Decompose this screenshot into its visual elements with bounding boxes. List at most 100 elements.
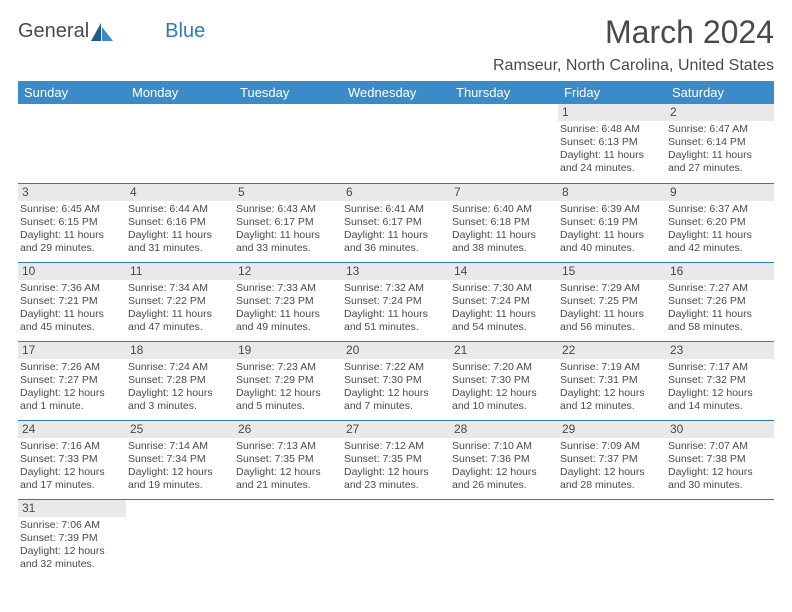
- sunset-text: Sunset: 7:34 PM: [128, 453, 230, 466]
- sunset-text: Sunset: 7:39 PM: [20, 532, 122, 545]
- day-number: 30: [666, 421, 774, 438]
- sunrise-text: Sunrise: 7:32 AM: [344, 282, 446, 295]
- day-cell: 5Sunrise: 6:43 AMSunset: 6:17 PMDaylight…: [234, 183, 342, 262]
- daylight-text: Daylight: 11 hours and 45 minutes.: [20, 308, 122, 334]
- day-number: 2: [666, 104, 774, 121]
- empty-cell: [666, 499, 774, 578]
- daylight-text: Daylight: 11 hours and 58 minutes.: [668, 308, 770, 334]
- day-number: 3: [18, 184, 126, 201]
- day-details: Sunrise: 7:12 AMSunset: 7:35 PMDaylight:…: [342, 438, 450, 496]
- day-header: Tuesday: [234, 81, 342, 104]
- sunrise-text: Sunrise: 7:30 AM: [452, 282, 554, 295]
- day-details: Sunrise: 7:34 AMSunset: 7:22 PMDaylight:…: [126, 280, 234, 338]
- day-details: Sunrise: 7:16 AMSunset: 7:33 PMDaylight:…: [18, 438, 126, 496]
- sunrise-text: Sunrise: 7:09 AM: [560, 440, 662, 453]
- sunset-text: Sunset: 7:30 PM: [452, 374, 554, 387]
- title-block: March 2024 Ramseur, North Carolina, Unit…: [493, 14, 774, 75]
- day-details: Sunrise: 7:27 AMSunset: 7:26 PMDaylight:…: [666, 280, 774, 338]
- day-cell: 23Sunrise: 7:17 AMSunset: 7:32 PMDayligh…: [666, 341, 774, 420]
- day-header: Thursday: [450, 81, 558, 104]
- daylight-text: Daylight: 12 hours and 12 minutes.: [560, 387, 662, 413]
- day-details: Sunrise: 6:47 AMSunset: 6:14 PMDaylight:…: [666, 121, 774, 179]
- sunset-text: Sunset: 7:27 PM: [20, 374, 122, 387]
- sunset-text: Sunset: 7:30 PM: [344, 374, 446, 387]
- sunrise-text: Sunrise: 7:17 AM: [668, 361, 770, 374]
- empty-cell: [234, 499, 342, 578]
- sunrise-text: Sunrise: 7:27 AM: [668, 282, 770, 295]
- week-row: 24Sunrise: 7:16 AMSunset: 7:33 PMDayligh…: [18, 420, 774, 499]
- daylight-text: Daylight: 12 hours and 23 minutes.: [344, 466, 446, 492]
- day-cell: 24Sunrise: 7:16 AMSunset: 7:33 PMDayligh…: [18, 420, 126, 499]
- sunrise-text: Sunrise: 6:39 AM: [560, 203, 662, 216]
- day-details: Sunrise: 7:17 AMSunset: 7:32 PMDaylight:…: [666, 359, 774, 417]
- daylight-text: Daylight: 11 hours and 40 minutes.: [560, 229, 662, 255]
- day-cell: 29Sunrise: 7:09 AMSunset: 7:37 PMDayligh…: [558, 420, 666, 499]
- day-number: 15: [558, 263, 666, 280]
- daylight-text: Daylight: 11 hours and 49 minutes.: [236, 308, 338, 334]
- week-row: 10Sunrise: 7:36 AMSunset: 7:21 PMDayligh…: [18, 262, 774, 341]
- sunset-text: Sunset: 6:14 PM: [668, 136, 770, 149]
- sunrise-text: Sunrise: 7:20 AM: [452, 361, 554, 374]
- sunset-text: Sunset: 7:36 PM: [452, 453, 554, 466]
- day-number: 7: [450, 184, 558, 201]
- daylight-text: Daylight: 11 hours and 31 minutes.: [128, 229, 230, 255]
- sunrise-text: Sunrise: 7:24 AM: [128, 361, 230, 374]
- logo-text-2: Blue: [165, 20, 205, 43]
- week-row: 17Sunrise: 7:26 AMSunset: 7:27 PMDayligh…: [18, 341, 774, 420]
- day-details: Sunrise: 7:20 AMSunset: 7:30 PMDaylight:…: [450, 359, 558, 417]
- day-number: 22: [558, 342, 666, 359]
- sunrise-text: Sunrise: 6:47 AM: [668, 123, 770, 136]
- sail-icon: [91, 23, 113, 41]
- daylight-text: Daylight: 11 hours and 56 minutes.: [560, 308, 662, 334]
- daylight-text: Daylight: 11 hours and 47 minutes.: [128, 308, 230, 334]
- sunrise-text: Sunrise: 7:22 AM: [344, 361, 446, 374]
- day-cell: 19Sunrise: 7:23 AMSunset: 7:29 PMDayligh…: [234, 341, 342, 420]
- day-details: Sunrise: 7:19 AMSunset: 7:31 PMDaylight:…: [558, 359, 666, 417]
- day-details: Sunrise: 7:30 AMSunset: 7:24 PMDaylight:…: [450, 280, 558, 338]
- empty-cell: [234, 104, 342, 183]
- week-row: 31Sunrise: 7:06 AMSunset: 7:39 PMDayligh…: [18, 499, 774, 578]
- logo-text-1: General: [18, 20, 89, 43]
- sunset-text: Sunset: 7:26 PM: [668, 295, 770, 308]
- sunset-text: Sunset: 7:29 PM: [236, 374, 338, 387]
- sunset-text: Sunset: 6:20 PM: [668, 216, 770, 229]
- day-number: 28: [450, 421, 558, 438]
- month-title: March 2024: [493, 14, 774, 51]
- sunrise-text: Sunrise: 6:45 AM: [20, 203, 122, 216]
- day-number: 29: [558, 421, 666, 438]
- sunrise-text: Sunrise: 7:07 AM: [668, 440, 770, 453]
- day-details: Sunrise: 7:29 AMSunset: 7:25 PMDaylight:…: [558, 280, 666, 338]
- day-number: 10: [18, 263, 126, 280]
- sunset-text: Sunset: 7:28 PM: [128, 374, 230, 387]
- daylight-text: Daylight: 12 hours and 26 minutes.: [452, 466, 554, 492]
- daylight-text: Daylight: 11 hours and 51 minutes.: [344, 308, 446, 334]
- sunset-text: Sunset: 7:33 PM: [20, 453, 122, 466]
- sunset-text: Sunset: 7:38 PM: [668, 453, 770, 466]
- daylight-text: Daylight: 12 hours and 19 minutes.: [128, 466, 230, 492]
- day-cell: 27Sunrise: 7:12 AMSunset: 7:35 PMDayligh…: [342, 420, 450, 499]
- day-details: Sunrise: 6:39 AMSunset: 6:19 PMDaylight:…: [558, 201, 666, 259]
- day-details: Sunrise: 6:43 AMSunset: 6:17 PMDaylight:…: [234, 201, 342, 259]
- sunrise-text: Sunrise: 7:06 AM: [20, 519, 122, 532]
- sunset-text: Sunset: 7:31 PM: [560, 374, 662, 387]
- day-number: 4: [126, 184, 234, 201]
- day-cell: 20Sunrise: 7:22 AMSunset: 7:30 PMDayligh…: [342, 341, 450, 420]
- sunset-text: Sunset: 6:13 PM: [560, 136, 662, 149]
- daylight-text: Daylight: 11 hours and 27 minutes.: [668, 149, 770, 175]
- sunrise-text: Sunrise: 7:13 AM: [236, 440, 338, 453]
- sunset-text: Sunset: 6:19 PM: [560, 216, 662, 229]
- day-cell: 8Sunrise: 6:39 AMSunset: 6:19 PMDaylight…: [558, 183, 666, 262]
- day-header: Monday: [126, 81, 234, 104]
- daylight-text: Daylight: 11 hours and 42 minutes.: [668, 229, 770, 255]
- daylight-text: Daylight: 11 hours and 38 minutes.: [452, 229, 554, 255]
- day-number: 6: [342, 184, 450, 201]
- day-number: 19: [234, 342, 342, 359]
- sunrise-text: Sunrise: 7:29 AM: [560, 282, 662, 295]
- empty-cell: [126, 499, 234, 578]
- day-header: Wednesday: [342, 81, 450, 104]
- day-details: Sunrise: 7:33 AMSunset: 7:23 PMDaylight:…: [234, 280, 342, 338]
- daylight-text: Daylight: 11 hours and 54 minutes.: [452, 308, 554, 334]
- day-cell: 16Sunrise: 7:27 AMSunset: 7:26 PMDayligh…: [666, 262, 774, 341]
- day-cell: 26Sunrise: 7:13 AMSunset: 7:35 PMDayligh…: [234, 420, 342, 499]
- sunset-text: Sunset: 7:32 PM: [668, 374, 770, 387]
